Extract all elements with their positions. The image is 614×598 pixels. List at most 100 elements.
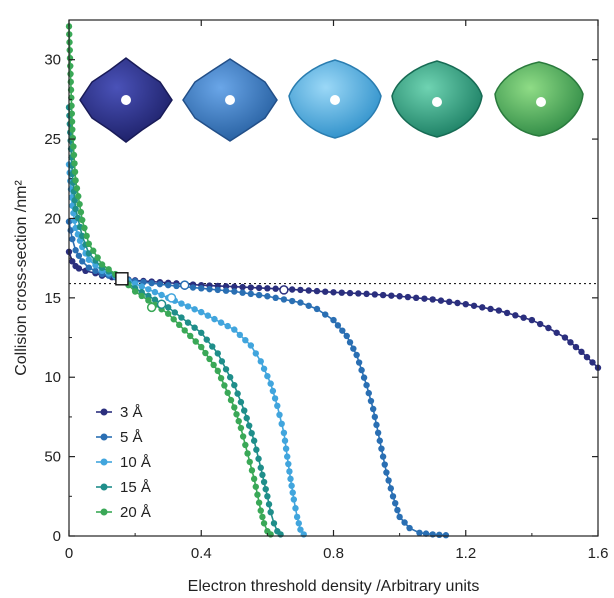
data-point	[272, 285, 279, 292]
data-point	[73, 185, 81, 192]
data-point	[248, 429, 255, 437]
open-circle-marker	[146, 302, 157, 313]
data-point	[289, 489, 296, 496]
data-point	[214, 286, 221, 294]
data-point	[389, 493, 397, 500]
data-point	[339, 327, 346, 334]
reference-square-marker	[115, 272, 129, 286]
data-point	[379, 453, 387, 460]
y-tick-label: 50	[44, 449, 61, 466]
data-point	[69, 258, 76, 265]
data-point	[322, 311, 329, 318]
data-point	[94, 254, 101, 261]
inset-map-5a	[182, 58, 278, 142]
series-2	[65, 161, 307, 538]
data-point	[334, 322, 342, 329]
legend-swatch-dot	[100, 433, 108, 441]
data-point	[264, 293, 271, 300]
data-point	[254, 491, 261, 498]
data-point	[68, 102, 75, 109]
data-point	[360, 374, 368, 381]
data-point	[257, 507, 264, 514]
data-point	[198, 329, 205, 336]
data-point	[221, 382, 228, 389]
legend-item: 5 Å	[96, 429, 143, 446]
data-point	[71, 160, 78, 167]
data-point	[365, 389, 372, 397]
data-point	[69, 235, 76, 243]
data-point	[68, 118, 76, 125]
data-point	[191, 324, 198, 331]
data-point	[211, 315, 218, 323]
data-point	[479, 304, 486, 311]
data-point	[313, 305, 321, 313]
data-point	[243, 414, 250, 422]
data-point	[236, 331, 244, 339]
data-point	[83, 232, 90, 240]
data-point	[72, 205, 79, 213]
data-point	[69, 134, 77, 142]
data-point	[247, 290, 255, 298]
data-point	[191, 306, 198, 313]
data-point	[286, 468, 293, 475]
data-point	[379, 291, 387, 299]
data-point	[330, 316, 337, 324]
data-point	[578, 348, 585, 356]
data-point	[244, 450, 251, 457]
data-point	[392, 499, 399, 507]
data-point	[381, 461, 388, 468]
data-point	[346, 289, 354, 297]
data-point	[198, 308, 205, 316]
data-point	[247, 284, 255, 291]
data-point	[81, 224, 88, 232]
legend-swatch-dot	[100, 508, 108, 516]
data-point	[138, 283, 145, 290]
data-point	[198, 343, 205, 351]
data-point	[224, 389, 231, 396]
data-point	[536, 320, 544, 328]
data-point	[184, 319, 192, 326]
data-point	[105, 266, 112, 273]
data-point	[72, 247, 79, 254]
data-point	[173, 282, 180, 290]
data-point	[231, 381, 238, 389]
data-point	[416, 529, 423, 537]
data-point	[436, 531, 443, 539]
inset-map-20a	[494, 61, 584, 137]
data-point	[77, 208, 85, 216]
data-point	[412, 294, 420, 302]
data-point	[572, 343, 580, 351]
data-point	[218, 358, 226, 365]
data-point	[85, 264, 93, 271]
data-point	[257, 358, 264, 365]
data-point	[260, 520, 268, 527]
data-point	[181, 327, 188, 334]
data-point	[164, 304, 172, 311]
data-point	[272, 294, 279, 302]
inset-map-10a	[288, 59, 382, 139]
data-point	[257, 464, 264, 471]
data-point	[259, 513, 266, 521]
data-point	[343, 332, 350, 340]
series-0	[65, 248, 602, 371]
data-point	[346, 339, 354, 346]
data-point	[583, 353, 591, 361]
inset-images	[79, 57, 584, 143]
data-point	[203, 336, 210, 343]
data-point	[239, 283, 246, 291]
data-point	[282, 445, 290, 452]
data-point	[280, 429, 288, 436]
data-point	[297, 526, 304, 533]
data-point	[305, 302, 312, 309]
data-point	[255, 499, 263, 506]
data-point	[214, 367, 221, 375]
data-point	[239, 433, 247, 440]
data-point	[90, 247, 97, 254]
data-point	[145, 286, 152, 293]
data-point	[520, 314, 527, 321]
open-circle-marker	[156, 299, 167, 309]
data-point	[189, 284, 197, 291]
data-point	[259, 471, 266, 479]
legend-label: 20 Å	[120, 504, 151, 521]
data-point	[204, 312, 212, 319]
